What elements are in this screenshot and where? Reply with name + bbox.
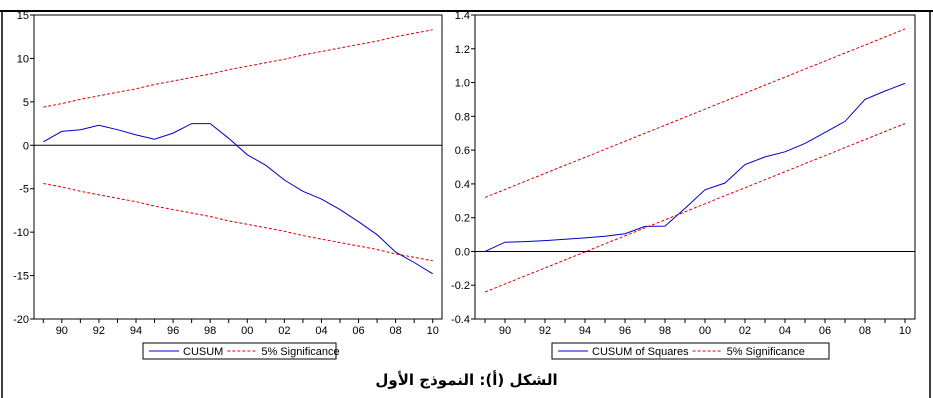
- cusumsq-ytick-label: 0.8: [455, 111, 470, 123]
- cusum-ytick-label: 15: [17, 10, 29, 22]
- cusum-series-line-1: [43, 29, 433, 108]
- cusum-xtick-label: 08: [390, 325, 402, 337]
- cusum-ytick-label: 0: [23, 140, 29, 152]
- cusum-xtick-label: 04: [315, 325, 327, 337]
- cusum-series-line-2: [43, 183, 433, 262]
- cusum-squares-chart: 1.4 1.2 1.0 0.8 0.6 0.4 0.2 0.0 -0.2 -0.4 90 92 94 96…: [451, 10, 916, 360]
- cusum-xtick-label: 02: [278, 325, 290, 337]
- cusum-xtick-label: 92: [93, 325, 105, 337]
- figure-caption: الشكل (أ): النموذج الأول: [375, 371, 558, 389]
- cusum-chart: 15 10 5 0 -5 -10 -15 -20 90 92 94 96 98 00 02 04 06 08 10 C…: [13, 10, 443, 360]
- cusumsq-xtick-label: 94: [579, 325, 591, 337]
- cusumsq-legend-label: CUSUM of Squares: [592, 346, 689, 358]
- cusumsq-ytick-label: 1.4: [455, 10, 470, 22]
- cusumsq-ytick-label: 0.6: [455, 145, 470, 157]
- cusumsq-series-line-1: [484, 123, 906, 293]
- cusum-xtick-label: 94: [130, 325, 142, 337]
- cusumsq-xtick-label: 10: [899, 325, 911, 337]
- cusum-ytick-label: 10: [17, 53, 29, 65]
- cusum-xtick-label: 00: [241, 325, 253, 337]
- cusum-xtick-label: 10: [427, 325, 439, 337]
- cusumsq-xtick-label: 04: [779, 325, 791, 337]
- cusumsq-ytick-label: -0.4: [451, 314, 470, 326]
- cusumsq-series-line-0: [484, 82, 906, 252]
- cusum-ytick-label: -5: [19, 184, 29, 196]
- cusumsq-ytick-label: 1.2: [455, 44, 470, 56]
- cusum-series-line-0: [43, 123, 433, 275]
- cusumsq-xtick-label: 98: [659, 325, 671, 337]
- cusumsq-ytick-label: 0.0: [455, 246, 470, 258]
- cusumsq-legend-box: [551, 342, 830, 360]
- cusum-xtick-label: 98: [204, 325, 216, 337]
- cusum-ytick-label: 5: [23, 97, 29, 109]
- cusum-ytick-label: -10: [13, 227, 29, 239]
- cusum-xtick-label: 90: [56, 325, 68, 337]
- cusumsq-ytick-label: 0.4: [455, 179, 470, 191]
- cusum-xtick-label: 06: [352, 325, 364, 337]
- cusumsq-ytick-label: 0.2: [455, 213, 470, 225]
- cusum-ytick-label: -15: [13, 271, 29, 283]
- cusumsq-xtick-label: 00: [699, 325, 711, 337]
- cusum-legend-label: CUSUM: [183, 346, 223, 358]
- cusumsq-xtick-label: 90: [499, 325, 511, 337]
- cusumsq-xtick-label: 92: [539, 325, 551, 337]
- cusum-plot-frame: [33, 14, 443, 320]
- cusum-xtick-label: 96: [167, 325, 179, 337]
- cusumsq-xtick-label: 02: [739, 325, 751, 337]
- cusumsq-xtick-label: 06: [819, 325, 831, 337]
- cusumsq-xtick-label: 96: [619, 325, 631, 337]
- cusumsq-series-line-2: [484, 28, 906, 198]
- cusumsq-ytick-label: 1.0: [455, 78, 470, 90]
- cusumsq-ytick-label: -0.2: [451, 280, 470, 292]
- cusum-ytick-label: -20: [13, 314, 29, 326]
- cusum-legend-label: 5% Significance: [261, 346, 339, 358]
- cusumsq-legend-label: 5% Significance: [727, 346, 805, 358]
- cusumsq-xtick-label: 08: [859, 325, 871, 337]
- cusumsq-plot-frame: [474, 14, 916, 320]
